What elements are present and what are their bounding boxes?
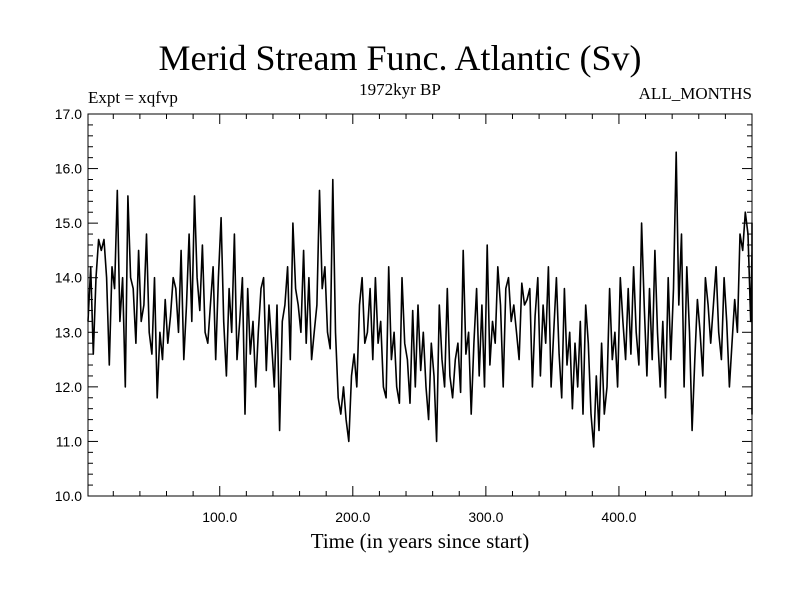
y-tick-label: 11.0 — [56, 433, 82, 449]
y-tick-label: 13.0 — [55, 324, 82, 340]
x-axis-title: Time (in years since start) — [311, 529, 530, 553]
y-tick-label: 15.0 — [55, 215, 82, 231]
chart-title: Merid Stream Func. Atlantic (Sv) — [158, 38, 642, 78]
y-tick-label: 12.0 — [55, 379, 82, 395]
x-tick-label: 100.0 — [202, 509, 237, 525]
y-tick-label: 17.0 — [55, 106, 82, 122]
y-tick-label: 16.0 — [55, 161, 82, 177]
y-tick-label: 14.0 — [55, 270, 82, 286]
axis-ticks — [88, 113, 752, 497]
x-tick-label: 200.0 — [335, 509, 370, 525]
chart-subtitle: 1972kyr BP — [359, 80, 441, 99]
x-tick-label: 400.0 — [601, 509, 636, 525]
y-tick-label: 10.0 — [55, 488, 82, 504]
plot-frame — [87, 113, 753, 497]
x-tick-label: 300.0 — [468, 509, 503, 525]
months-label: ALL_MONTHS — [638, 84, 752, 103]
y-tick-labels: 10.0 11.0 12.0 13.0 14.0 15.0 16.0 17.0 — [55, 106, 82, 504]
x-tick-labels: 100.0 200.0 300.0 400.0 — [202, 509, 636, 525]
experiment-label: Expt = xqfvp — [88, 88, 178, 107]
series-line — [87, 151, 753, 448]
